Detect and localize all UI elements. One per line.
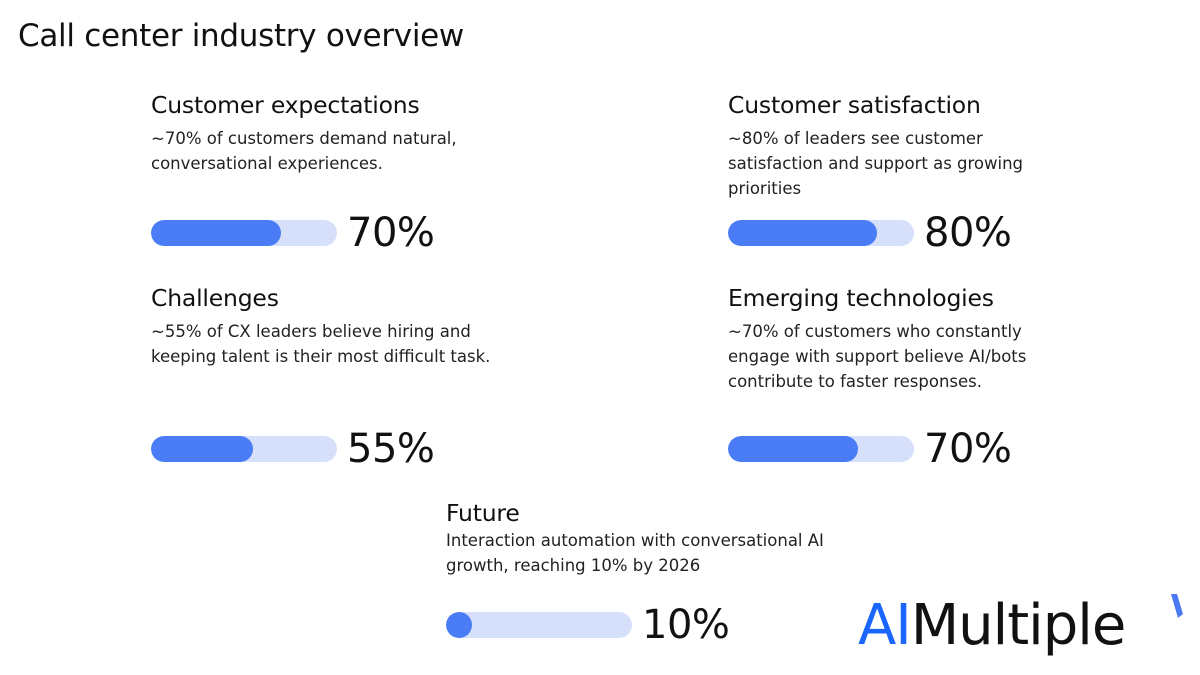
percent-label: 70% <box>924 426 1012 472</box>
section-heading: Challenges <box>151 284 279 312</box>
progress-track <box>151 220 337 246</box>
section-text: ~70% of customers who constantly engage … <box>728 322 1027 391</box>
logo-multiple: Multiple <box>910 593 1126 658</box>
section-text: ~80% of leaders see customer satisfactio… <box>728 129 1024 198</box>
logo-spark-icon <box>1171 594 1183 618</box>
section-challenges: Challenges ~55% of CX leaders believe hi… <box>151 283 531 369</box>
section-heading: Future <box>446 499 520 527</box>
progress-fill <box>151 436 254 462</box>
percent-label: 70% <box>347 210 435 256</box>
logo-ai: AI <box>858 593 912 658</box>
progress-fill <box>728 220 877 246</box>
progress-track <box>728 436 914 462</box>
progress-fill <box>446 612 473 638</box>
section-text: Interaction automation with conversation… <box>446 531 824 575</box>
progress-emerging-technologies: 70% <box>728 426 1012 472</box>
percent-label: 80% <box>924 210 1012 256</box>
progress-track <box>446 612 632 638</box>
section-customer-expectations: Customer expectations ~70% of customers … <box>151 90 531 176</box>
section-heading: Customer satisfaction <box>728 91 981 119</box>
progress-fill <box>151 220 282 246</box>
section-heading: Emerging technologies <box>728 284 994 312</box>
section-heading: Customer expectations <box>151 91 420 119</box>
progress-customer-expectations: 70% <box>151 210 435 256</box>
progress-future: 10% <box>446 602 730 648</box>
progress-customer-satisfaction: 80% <box>728 210 1012 256</box>
percent-label: 10% <box>642 602 730 648</box>
progress-fill <box>728 436 859 462</box>
progress-track <box>151 436 337 462</box>
page-title: Call center industry overview <box>18 18 464 54</box>
section-text: ~70% of customers demand natural, conver… <box>151 129 457 173</box>
section-emerging-technologies: Emerging technologies ~70% of customers … <box>728 283 1108 394</box>
percent-label: 55% <box>347 426 435 472</box>
progress-track <box>728 220 914 246</box>
progress-challenges: 55% <box>151 426 435 472</box>
section-customer-satisfaction: Customer satisfaction ~80% of leaders se… <box>728 90 1108 201</box>
section-text: ~55% of CX leaders believe hiring and ke… <box>151 322 491 366</box>
section-future: Future Interaction automation with conve… <box>446 498 846 578</box>
aimultiple-logo: AIMultiple <box>858 593 1126 658</box>
